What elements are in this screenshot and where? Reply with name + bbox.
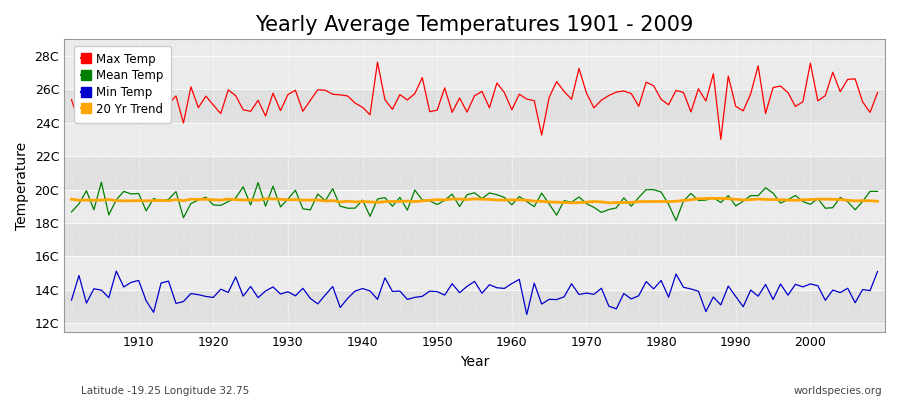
Bar — [64, 190, 885, 223]
Text: worldspecies.org: worldspecies.org — [794, 386, 882, 396]
Legend: Max Temp, Mean Temp, Min Temp, 20 Yr Trend: Max Temp, Mean Temp, Min Temp, 20 Yr Tre… — [74, 46, 171, 123]
X-axis label: Year: Year — [460, 355, 490, 369]
Bar — [64, 90, 885, 123]
Title: Yearly Average Temperatures 1901 - 2009: Yearly Average Temperatures 1901 - 2009 — [256, 15, 694, 35]
Bar — [64, 56, 885, 90]
Bar — [64, 256, 885, 290]
Bar — [64, 156, 885, 190]
Text: Latitude -19.25 Longitude 32.75: Latitude -19.25 Longitude 32.75 — [81, 386, 249, 396]
Y-axis label: Temperature: Temperature — [15, 141, 29, 230]
Bar — [64, 290, 885, 323]
Bar — [64, 223, 885, 256]
Bar — [64, 123, 885, 156]
